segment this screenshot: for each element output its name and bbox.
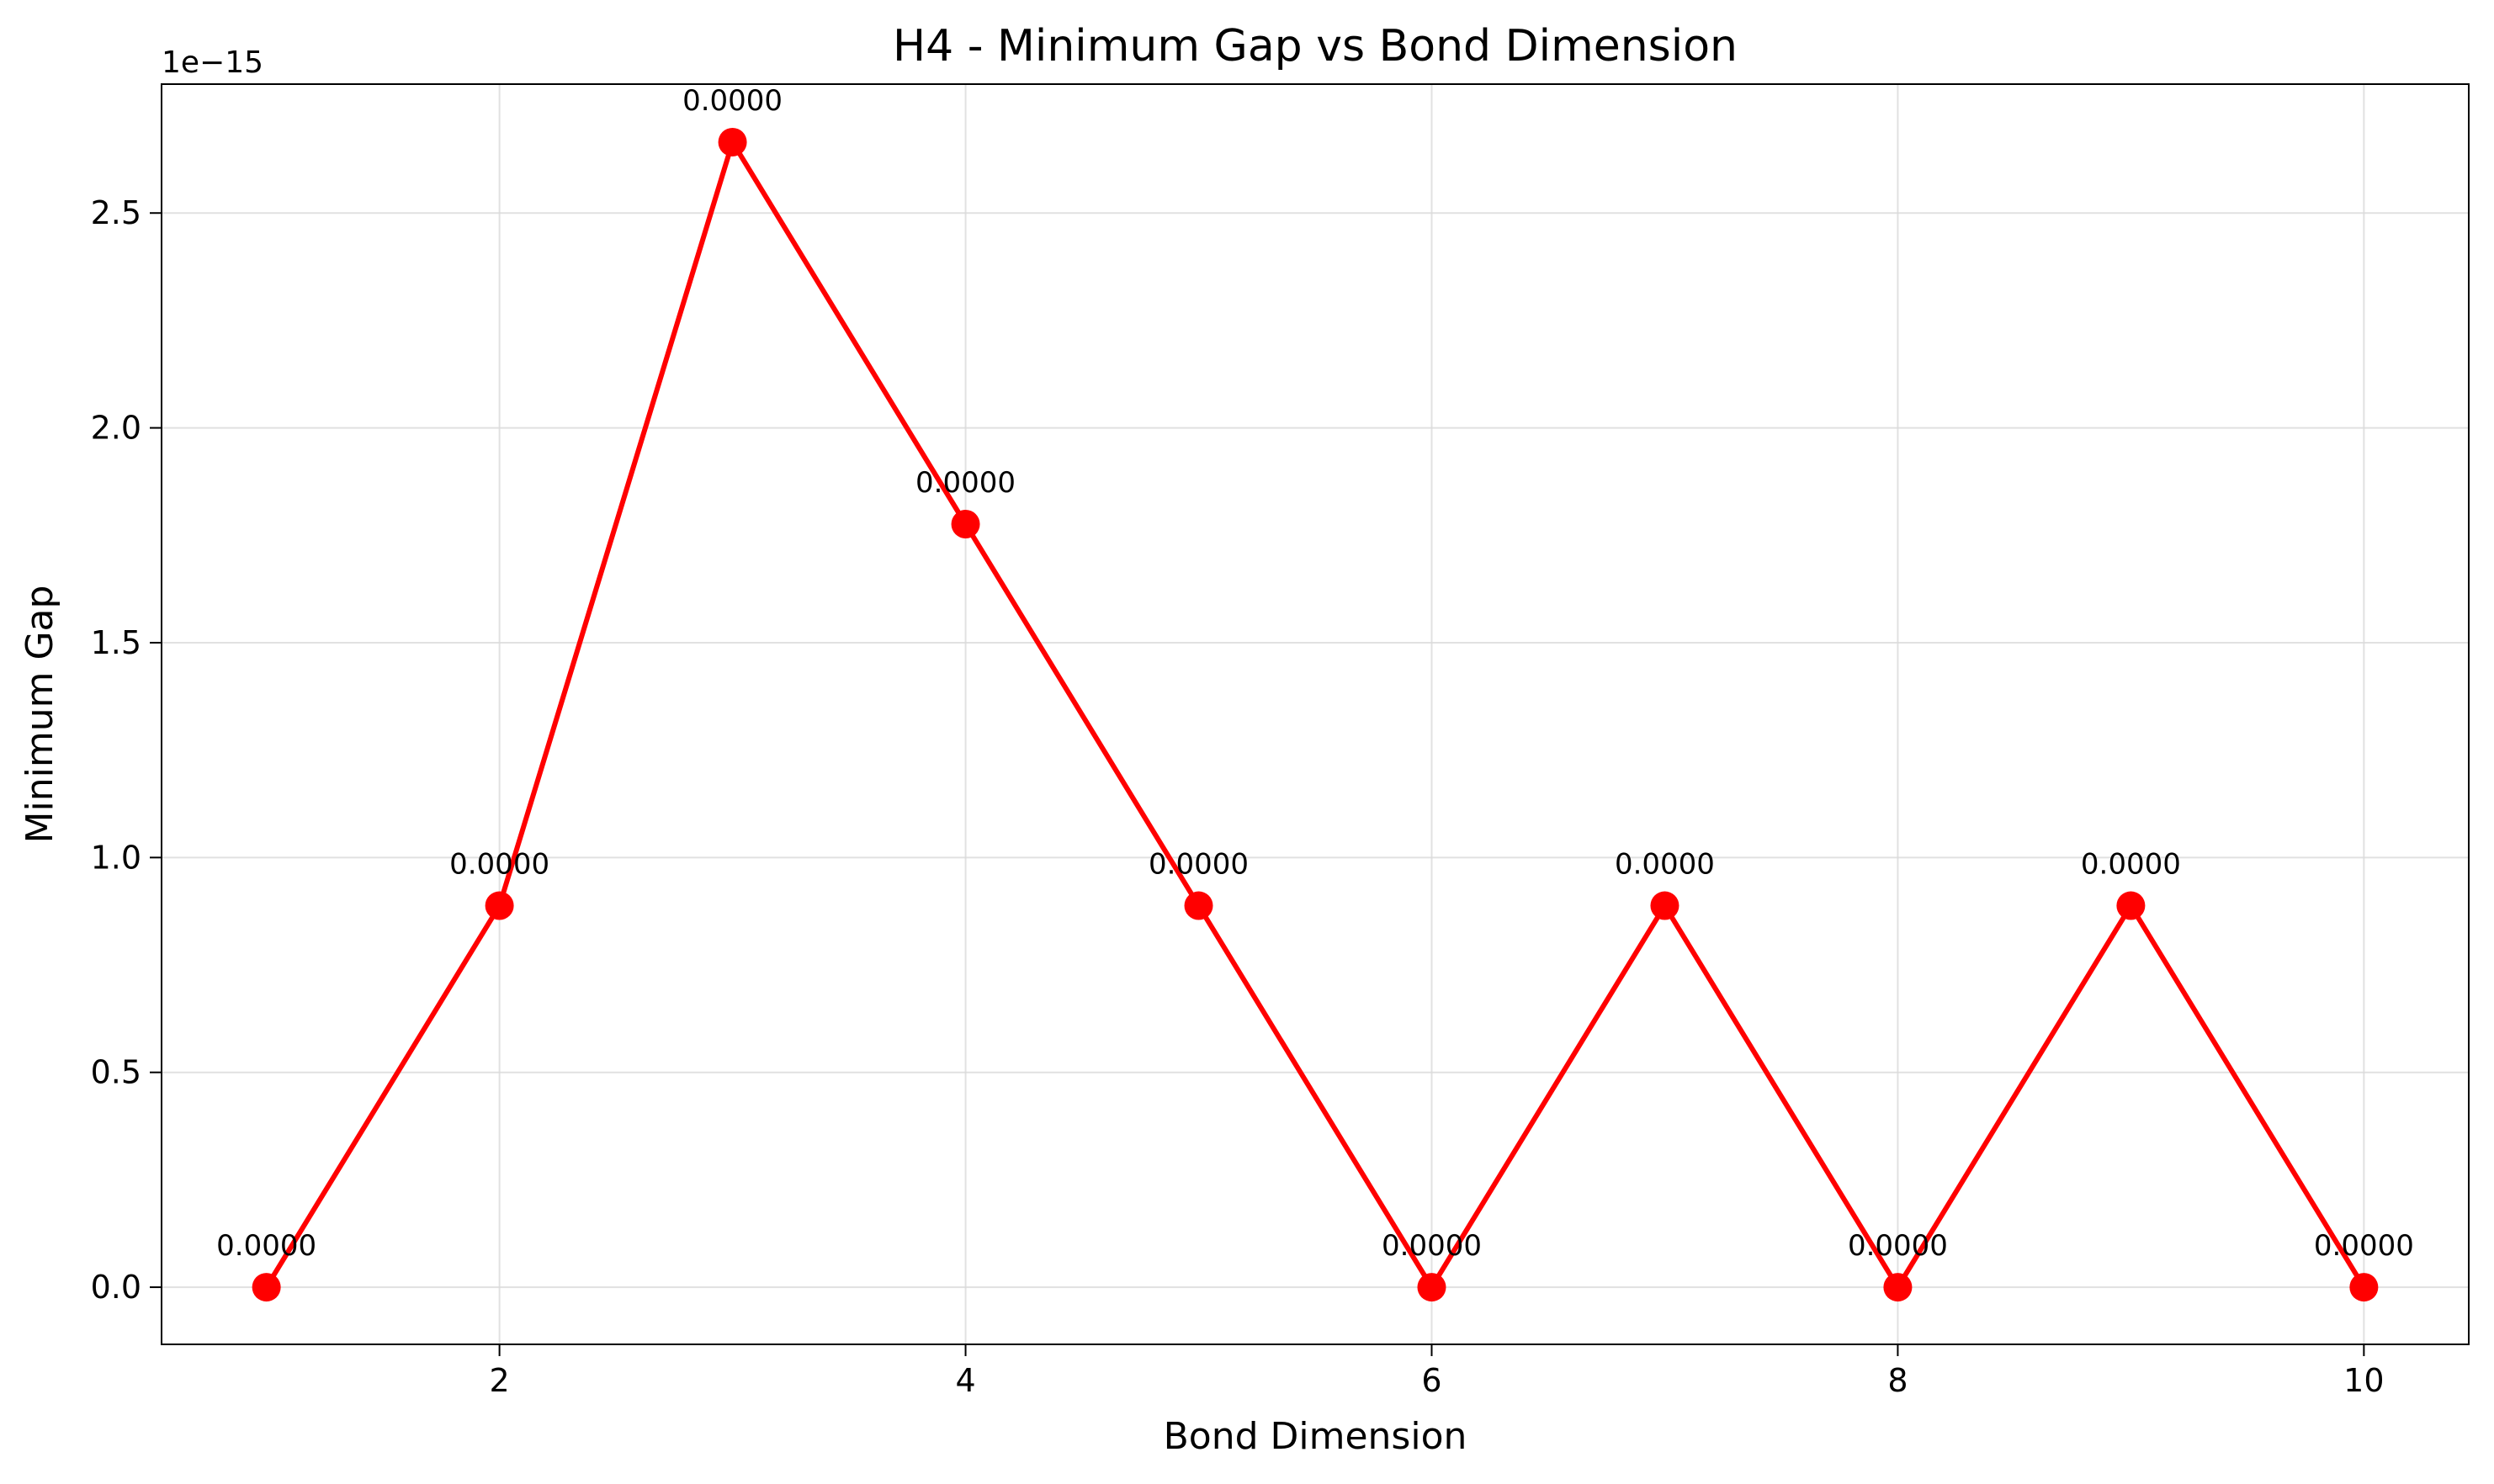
data-label: 0.0000 [915,466,1016,500]
plot-frame [161,83,2470,1345]
data-label: 0.0000 [449,848,549,882]
x-tick-label: 6 [1421,1362,1441,1399]
data-label: 0.0000 [1382,1229,1482,1263]
x-axis-label: Bond Dimension [1164,1415,1467,1458]
grid [162,84,2469,1344]
series-layer: 0.0000 0.0000 0.0000 0.0000 0.0000 0.0000 0.00… [216,84,2414,1302]
data-point [1883,1273,1913,1302]
y-tick-label: 2.5 [91,194,141,231]
x-tick-label: 2 [490,1362,510,1399]
data-point [1184,891,1213,920]
data-label: 0.0000 [1848,1229,1948,1263]
data-point [2349,1273,2379,1302]
data-label: 0.0000 [1615,848,1715,882]
data-point [485,891,514,920]
data-label: 0.0000 [2314,1229,2414,1263]
data-label: 0.0000 [1149,848,1249,882]
y-tick-label: 1.5 [91,624,141,661]
data-label: 0.0000 [2081,848,2181,882]
data-point [1417,1273,1446,1302]
data-point [951,509,980,538]
data-point [1650,891,1679,920]
data-point [252,1273,281,1302]
data-label: 0.0000 [682,84,783,118]
y-tick-label: 0.0 [91,1269,141,1306]
data-label: 0.0000 [216,1229,316,1263]
x-tick-label: 10 [2343,1362,2384,1399]
y-tick-label: 1.0 [91,839,141,876]
y-axis-label: Minimum Gap [19,586,61,844]
data-point [718,127,747,156]
x-tick-label: 4 [955,1362,975,1399]
x-tick-label: 8 [1887,1362,1908,1399]
chart-title: H4 - Minimum Gap vs Bond Dimension [893,21,1738,72]
y-tick-label: 0.5 [91,1054,141,1091]
y-axis-offset-label: 1e−15 [162,45,263,80]
series-line [264,139,2366,1291]
y-tick-label: 2.0 [91,410,141,447]
ticks: 2 4 6 8 10 0.0 0.5 1.0 1.5 2.0 2.5 [91,194,2385,1399]
data-point [2116,891,2146,920]
